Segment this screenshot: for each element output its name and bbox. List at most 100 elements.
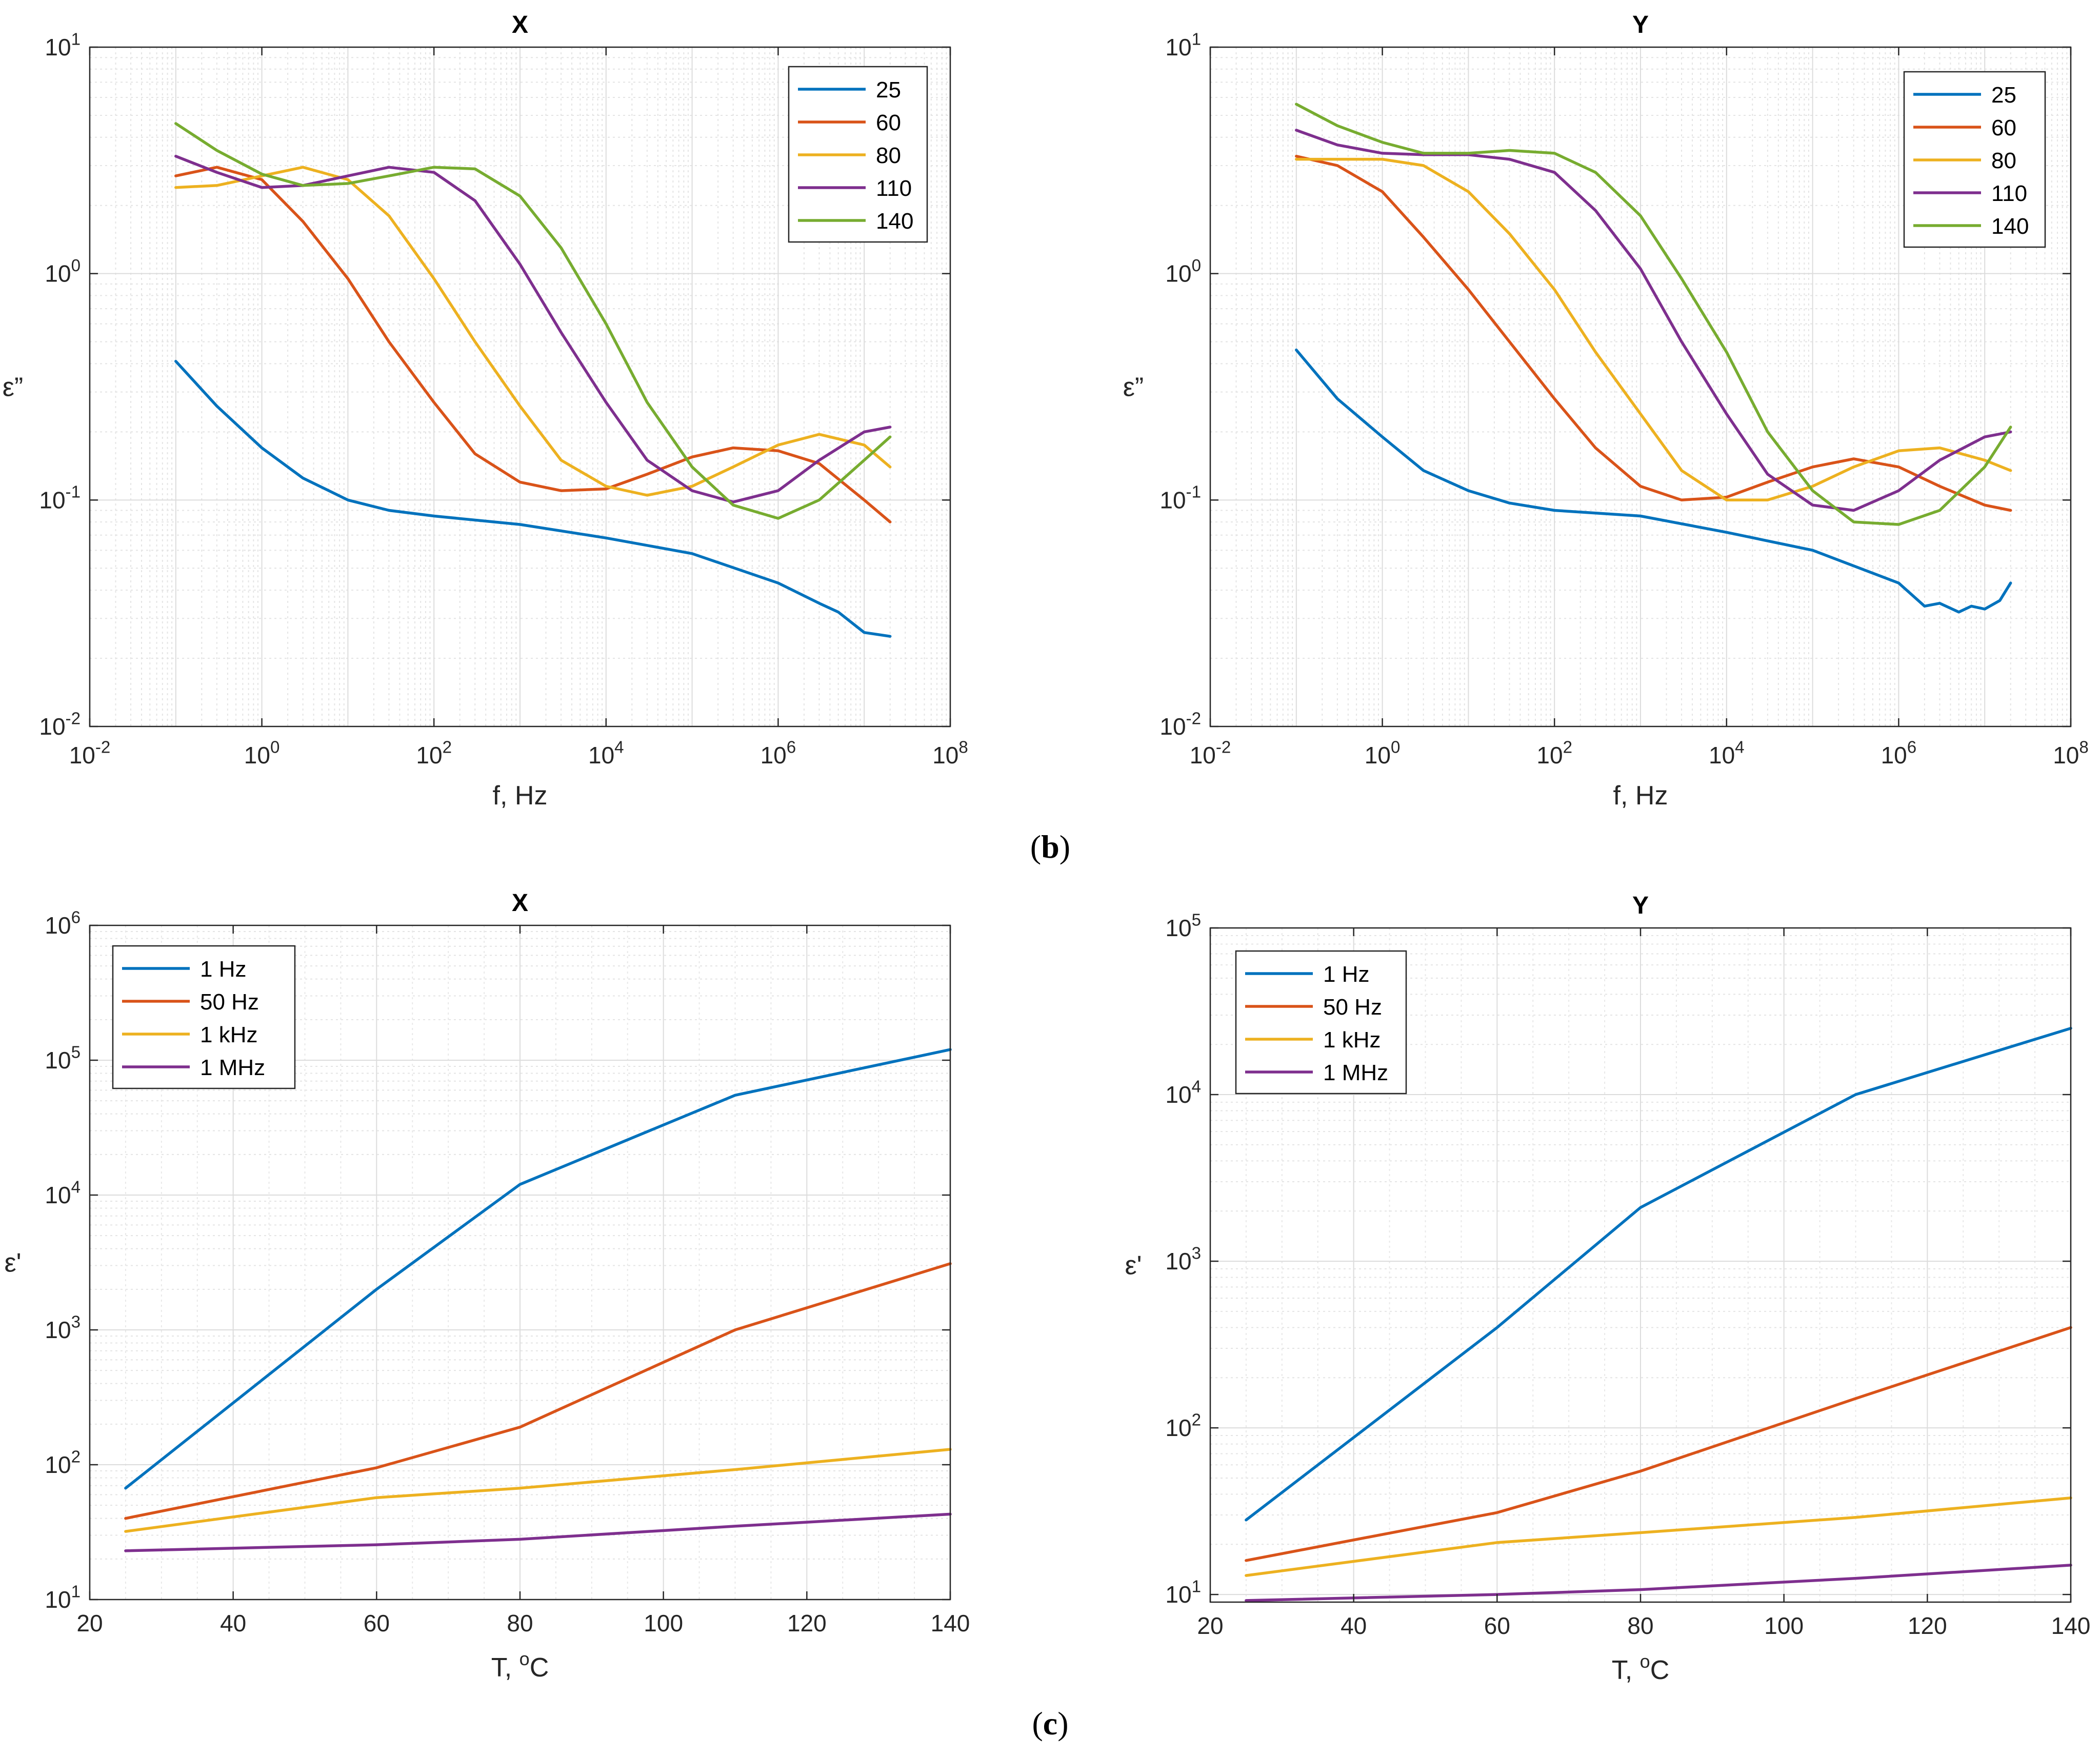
legend-label: 110 [876, 176, 912, 201]
x-tick-label: 80 [1627, 1612, 1653, 1639]
x-tick-label: 108 [932, 738, 968, 769]
legend-label: 1 Hz [200, 957, 246, 982]
x-tick-label: 108 [2053, 738, 2089, 769]
chart-b-x: 10-2 10-1 100 101 10-2 100 102 104 106 108 Xf, Hz ε… [3, 11, 968, 811]
legend-label: 140 [1991, 214, 2029, 239]
legend-label: 140 [876, 209, 913, 234]
legend-label: 1 kHz [200, 1022, 257, 1047]
ticks: 10-2 10-1 100 101 10-2 100 102 104 106 108 [39, 30, 968, 769]
y-tick-label: 10-1 [39, 483, 81, 514]
ticks: 10-2 10-1 100 101 10-2 100 102 104 106 108 [1159, 30, 2088, 769]
x-axis-label: f, Hz [1613, 781, 1668, 811]
x-tick-label: 20 [76, 1610, 103, 1636]
y-tick-label: 100 [1165, 256, 1201, 287]
y-tick-label: 101 [45, 1582, 81, 1613]
series-line-140 [174, 122, 892, 520]
x-tick-label: 60 [1484, 1612, 1510, 1639]
chart-title: Y [1632, 11, 1649, 38]
series-group [174, 122, 892, 638]
x-tick-label: 40 [1341, 1612, 1367, 1639]
series-line-1-hz [1245, 1026, 2072, 1522]
x-tick-label: 20 [1197, 1612, 1223, 1639]
series-line-1-mhz [124, 1512, 952, 1552]
y-tick-label: 103 [1165, 1244, 1201, 1275]
x-tick-label: 10-2 [69, 738, 111, 769]
y-tick-label: 103 [45, 1312, 81, 1343]
y-tick-label: 101 [45, 30, 81, 60]
legend: 1 Hz 50 Hz 1 kHz 1 MHz [1235, 950, 1407, 1095]
legend-label: 110 [1991, 181, 2027, 206]
legend-label: 50 Hz [1323, 995, 1382, 1020]
series-line-25 [174, 359, 892, 638]
y-tick-label: 100 [45, 256, 81, 287]
legend-label: 80 [1991, 148, 2016, 173]
x-tick-label: 104 [1709, 738, 1745, 769]
y-tick-label: 10-2 [1159, 709, 1201, 740]
series-group [1295, 103, 2012, 614]
legend-label: 1 MHz [200, 1055, 265, 1080]
legend: 1 Hz 50 Hz 1 kHz 1 MHz [112, 945, 296, 1089]
y-tick-label: 102 [1165, 1410, 1201, 1441]
series-line-60 [1295, 154, 2012, 512]
series-line-50-hz [1245, 1326, 2072, 1562]
series-line-140 [1295, 103, 2012, 526]
x-tick-label: 140 [2051, 1612, 2091, 1639]
y-tick-label: 101 [1165, 30, 1201, 60]
series-line-1-hz [124, 1048, 952, 1490]
legend-label: 60 [1991, 115, 2016, 140]
legend-label: 50 Hz [200, 989, 259, 1015]
y-tick-label: 104 [45, 1178, 81, 1208]
chart-title: X [512, 889, 528, 917]
x-tick-label: 80 [507, 1610, 533, 1636]
x-tick-label: 10-2 [1190, 738, 1231, 769]
chart-c-y: 101 102 103 104 105 20 40 60 80 100 120 140 Y T, oC ε'… [1125, 892, 2090, 1685]
y-axis-label: ε' [4, 1248, 21, 1278]
legend-label: 60 [876, 110, 901, 135]
legend-label: 25 [1991, 83, 2016, 108]
series-line-1-khz [124, 1448, 952, 1533]
y-tick-label: 101 [1165, 1577, 1201, 1608]
chart-title: X [512, 11, 528, 38]
x-axis-label: T, oC [491, 1648, 549, 1683]
legend-label: 1 MHz [1323, 1060, 1388, 1085]
legend: 25 60 80 110 140 [1903, 71, 2046, 248]
y-axis-label: ε” [1123, 373, 1144, 402]
x-tick-label: 100 [1365, 738, 1401, 769]
y-axis-label: ε” [3, 373, 24, 402]
series-line-80 [174, 166, 892, 497]
grid [1210, 47, 2071, 726]
panel-label-b: (b) [1030, 828, 1071, 865]
y-tick-label: 106 [45, 908, 81, 939]
chart-c-x: 101 102 103 104 105 106 20 40 60 80 100 120 140 X T, o… [4, 889, 970, 1683]
chart-b-y: 10-2 10-1 100 101 10-2 100 102 104 106 108 Yf, Hz ε… [1123, 11, 2089, 811]
series-group [124, 1048, 952, 1552]
series-line-60 [174, 166, 892, 523]
y-tick-label: 102 [45, 1447, 81, 1478]
x-tick-label: 106 [761, 738, 796, 769]
series-line-110 [1295, 129, 2012, 512]
x-tick-label: 102 [416, 738, 452, 769]
series-line-1-khz [1245, 1496, 2072, 1577]
chart-title: Y [1632, 892, 1649, 919]
y-tick-label: 10-2 [39, 709, 81, 740]
legend-label: 1 kHz [1323, 1027, 1381, 1053]
y-tick-label: 105 [1165, 911, 1201, 941]
panel-label-c: (c) [1032, 1705, 1069, 1742]
legend: 25 60 80 110 140 [788, 66, 928, 243]
axes-box [89, 46, 951, 727]
x-tick-label: 60 [364, 1610, 390, 1636]
axes-box [1209, 46, 2072, 727]
legend-label: 80 [876, 143, 901, 168]
series-group [1245, 1026, 2072, 1602]
y-tick-label: 104 [1165, 1077, 1201, 1108]
series-line-1-mhz [1245, 1564, 2072, 1602]
x-tick-label: 40 [220, 1610, 246, 1636]
y-tick-label: 105 [45, 1043, 81, 1074]
ticks: 101 102 103 104 105 20 40 60 80 100 120 140 [1165, 911, 2090, 1639]
ticks: 101 102 103 104 105 106 20 40 60 80 100 120 140 [45, 908, 970, 1636]
series-line-110 [174, 154, 892, 503]
x-axis-label: f, Hz [493, 781, 548, 811]
x-tick-label: 120 [787, 1610, 827, 1636]
x-tick-label: 106 [1881, 738, 1917, 769]
